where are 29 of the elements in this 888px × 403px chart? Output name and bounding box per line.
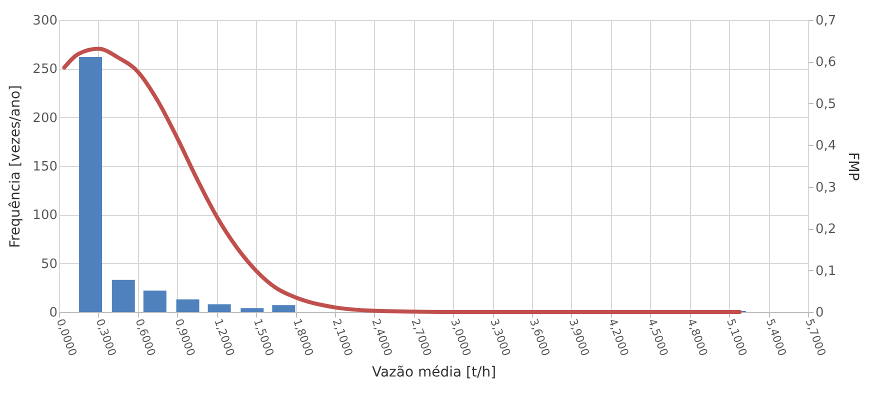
y-tick-label: 100	[32, 208, 58, 224]
x-tick-label: 4,8000	[684, 317, 710, 358]
bar	[112, 280, 135, 312]
y2-tick-label: 0,5	[816, 96, 836, 112]
y2-tick-label: 0,4	[816, 138, 836, 154]
y-tick-label: 0	[49, 306, 58, 320]
x-axis-title: Vazão média [t/h]	[372, 364, 496, 380]
y-tick-label: 50	[40, 256, 58, 272]
y2-axis-title: FMP	[845, 152, 862, 181]
y2-tick-label: 0	[816, 306, 824, 320]
y-axis-title: Frequência [vezes/ano]	[8, 85, 24, 248]
y2-tick-label: 0,3	[816, 180, 836, 196]
y-tick-label: 200	[32, 110, 58, 126]
y-tick-label: 250	[32, 62, 58, 78]
line-series	[62, 46, 742, 314]
x-tick-label: 4,5000	[645, 317, 671, 358]
y-tick-label: 300	[32, 14, 58, 28]
y2-tick-label: 0,7	[816, 14, 836, 28]
bar	[240, 308, 264, 312]
y-tick-label: 150	[32, 160, 58, 174]
bar	[176, 299, 200, 312]
bar	[272, 305, 296, 312]
bar	[208, 304, 231, 312]
y2-tick-label: 0,1	[816, 264, 836, 279]
x-tick-label: 4,2000	[606, 317, 632, 358]
y2-tick-label: 0,2	[816, 222, 836, 238]
y2-tick-label: 0,6	[816, 55, 836, 70]
bar	[79, 56, 102, 312]
bar	[143, 290, 166, 312]
